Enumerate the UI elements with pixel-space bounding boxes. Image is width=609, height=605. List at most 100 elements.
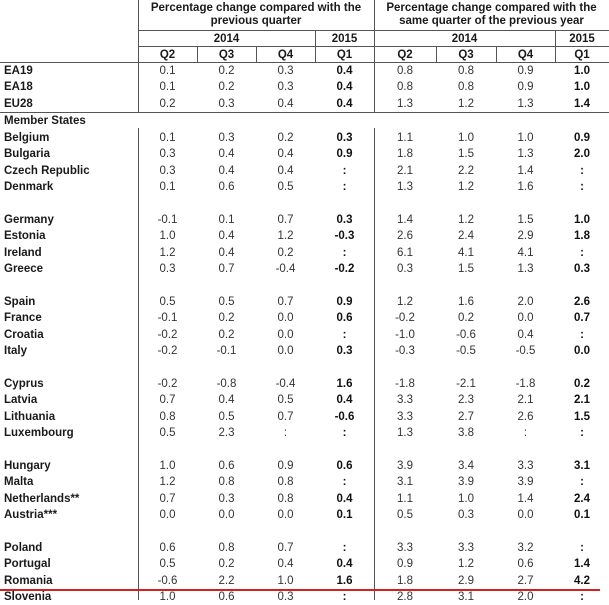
qoq-cell: 0.2 xyxy=(277,246,294,259)
yoy-cell: 0.0 xyxy=(517,509,534,522)
yoy-cell: 1.3 xyxy=(517,148,534,161)
qoq-cell: 0.8 xyxy=(277,476,294,489)
table-header: Percentage change compared with the prev… xyxy=(0,0,609,62)
yoy-cell: 2.0 xyxy=(517,591,534,604)
yoy-cell: 1.3 xyxy=(397,427,413,440)
qoq-cell: -0.2 xyxy=(334,263,355,276)
row-label: EA19 xyxy=(4,65,33,77)
row-label: Portugal xyxy=(4,558,51,571)
table-row: Czech Republic 0.3 0.4 0.4: 2.1 2.2 1.4: xyxy=(0,163,609,179)
yoy-cell: 1.6 xyxy=(458,296,474,308)
qoq-cell: 0.5 xyxy=(218,296,235,308)
yoy-cell: 2.2 xyxy=(458,164,474,177)
qoq-cell: -0.2 xyxy=(157,345,178,358)
table-row: Lithuania 0.8 0.5 0.7 -0.6 3.3 2.7 2.6 1.5 xyxy=(0,409,609,425)
divider xyxy=(138,0,139,112)
yoy-cell: 3.3 xyxy=(397,410,413,423)
yoy-cell: 1.3 xyxy=(517,97,534,110)
yoy-cell: 1.2 xyxy=(458,214,474,226)
row-label: EU28 xyxy=(4,97,33,110)
row-label: Romania xyxy=(4,574,53,587)
qoq-cell: 0.4 xyxy=(218,164,235,177)
table-row: Croatia -0.2 0.2 0.0: -1.0 -0.6 0.4: xyxy=(0,327,609,343)
yoy-cell: 2.8 xyxy=(397,591,413,604)
qoq-cell: 0.0 xyxy=(277,312,294,325)
qoq-cell: 0.2 xyxy=(218,81,235,94)
row-label: France xyxy=(4,312,42,325)
qoq-cell: 0.6 xyxy=(218,591,235,604)
yoy-cell: 2.1 xyxy=(517,394,534,407)
yoy-cell: 1.1 xyxy=(397,492,413,505)
table-row: Belgium 0.1 0.3 0.2 0.3 1.1 1.0 1.0 0.9 xyxy=(0,130,609,146)
yoy-cell: 1.2 xyxy=(458,97,474,110)
table-row: Hungary 1.0 0.6 0.9 0.6 3.9 3.4 3.3 3.1 xyxy=(0,458,609,474)
row-label: Cyprus xyxy=(4,378,44,390)
row-label: EA18 xyxy=(4,81,33,94)
qoq-cell: 0.3 xyxy=(218,97,235,110)
qoq-cell: 0.6 xyxy=(218,460,235,472)
row-label: Croatia xyxy=(4,328,44,341)
yoy-cell: 0.9 xyxy=(397,558,413,571)
qoq-cell: 0.7 xyxy=(218,263,235,276)
table-row: Denmark 0.1 0.6 0.5: 1.3 1.2 1.6: xyxy=(0,179,609,195)
yoy-cell: 0.3 xyxy=(458,509,474,522)
divider xyxy=(256,46,257,62)
qoq-cell: 0.3 xyxy=(277,65,294,77)
yoy-cell: 3.8 xyxy=(458,427,474,440)
yoy-cell: 0.8 xyxy=(458,81,474,94)
yoy-cell: 3.3 xyxy=(517,460,534,472)
yoy-cell: 3.2 xyxy=(517,542,534,554)
yoy-cell: 0.8 xyxy=(397,81,413,94)
qoq-cell: 0.3 xyxy=(159,263,176,276)
yoy-cell: -1.0 xyxy=(395,328,415,341)
qoq-cell: 0.1 xyxy=(336,509,353,522)
qoq-cell: 0.5 xyxy=(277,181,294,194)
qoq-cell: 0.1 xyxy=(159,65,176,77)
qoq-cell: 0.5 xyxy=(159,296,176,308)
qoq-cell: -0.6 xyxy=(157,574,178,587)
yoy-cell: 3.9 xyxy=(397,460,413,472)
header-year-2014-left: 2014 xyxy=(138,30,315,46)
qoq-cell: 0.7 xyxy=(159,492,176,505)
qoq-cell: 0.9 xyxy=(277,460,294,472)
yoy-cell: : xyxy=(580,246,584,259)
header-q3-right: Q3 xyxy=(436,46,496,62)
qoq-cell: 0.8 xyxy=(218,476,235,489)
yoy-cell: 3.3 xyxy=(397,394,413,407)
row-label: Latvia xyxy=(4,394,38,407)
qoq-cell: -0.2 xyxy=(157,378,178,390)
table-row: Estonia 1.0 0.4 1.2 -0.3 2.6 2.4 2.9 1.8 xyxy=(0,228,609,244)
yoy-cell: 2.0 xyxy=(517,296,534,308)
table-row: EA19 0.1 0.2 0.3 0.4 0.8 0.8 0.9 1.0 xyxy=(0,63,609,79)
yoy-cell: 1.0 xyxy=(574,65,590,77)
yoy-cell: 4.1 xyxy=(458,246,474,259)
qoq-cell: 0.0 xyxy=(277,509,294,522)
row-label: Luxembourg xyxy=(4,427,74,440)
qoq-cell: 0.4 xyxy=(218,394,235,407)
yoy-cell: 0.9 xyxy=(517,65,534,77)
qoq-cell: 0.5 xyxy=(159,558,176,571)
header-q1-right: Q1 xyxy=(555,46,609,62)
divider xyxy=(138,128,139,600)
qoq-cell: 0.5 xyxy=(218,410,235,423)
divider xyxy=(496,46,497,62)
qoq-cell: 0.3 xyxy=(336,345,353,358)
qoq-cell: 0.6 xyxy=(218,181,235,194)
yoy-cell: 0.3 xyxy=(397,263,413,276)
header-q2-left: Q2 xyxy=(138,46,197,62)
yoy-cell: 1.4 xyxy=(517,492,534,505)
yoy-cell: 2.9 xyxy=(517,230,534,243)
qoq-cell: 0.6 xyxy=(159,542,176,554)
yoy-cell: 3.3 xyxy=(397,542,413,554)
row-label: Greece xyxy=(4,263,44,276)
qoq-cell: -0.4 xyxy=(275,378,296,390)
yoy-cell: -0.5 xyxy=(456,345,476,358)
yoy-cell: : xyxy=(580,476,584,489)
qoq-cell: 1.0 xyxy=(159,460,176,472)
qoq-cell: 0.2 xyxy=(159,97,176,110)
table-row: Cyprus -0.2 -0.8 -0.4 1.6 -1.8 -2.1 -1.8 0.2 xyxy=(0,376,609,392)
yoy-cell: 0.4 xyxy=(517,328,534,341)
yoy-cell: 1.0 xyxy=(574,81,590,94)
yoy-cell: 1.4 xyxy=(397,214,413,226)
